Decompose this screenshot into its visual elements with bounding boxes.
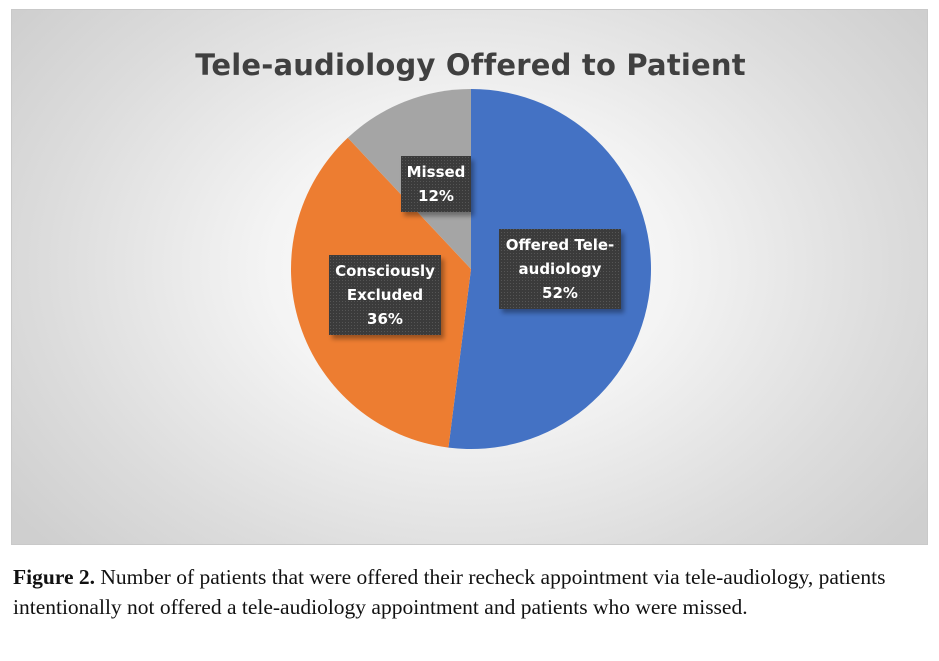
chart-title: Tele-audiology Offered to Patient bbox=[195, 48, 746, 82]
pie-chart: Offered Tele-audiology 52% Consciously Excl… bbox=[291, 89, 651, 449]
data-label-value: 36% bbox=[367, 310, 403, 328]
caption-text: Number of patients that were offered the… bbox=[13, 565, 886, 619]
data-label-category: Excluded bbox=[347, 286, 423, 304]
figure-caption: Figure 2. Number of patients that were o… bbox=[13, 562, 928, 622]
data-label-category: Consciously bbox=[335, 262, 435, 280]
data-label-category: Offered Tele- bbox=[506, 236, 615, 254]
data-label-category: audiology bbox=[519, 260, 602, 278]
chart-area: Tele-audiology Offered to Patient Offere… bbox=[11, 9, 928, 545]
caption-lead: Figure 2. bbox=[13, 565, 96, 589]
data-label-category: Missed bbox=[407, 163, 466, 181]
data-label-value: 12% bbox=[418, 187, 454, 205]
data-label-box bbox=[329, 255, 441, 335]
data-label-box bbox=[401, 156, 471, 212]
data-label-box bbox=[499, 229, 621, 309]
data-label-value: 52% bbox=[542, 284, 578, 302]
